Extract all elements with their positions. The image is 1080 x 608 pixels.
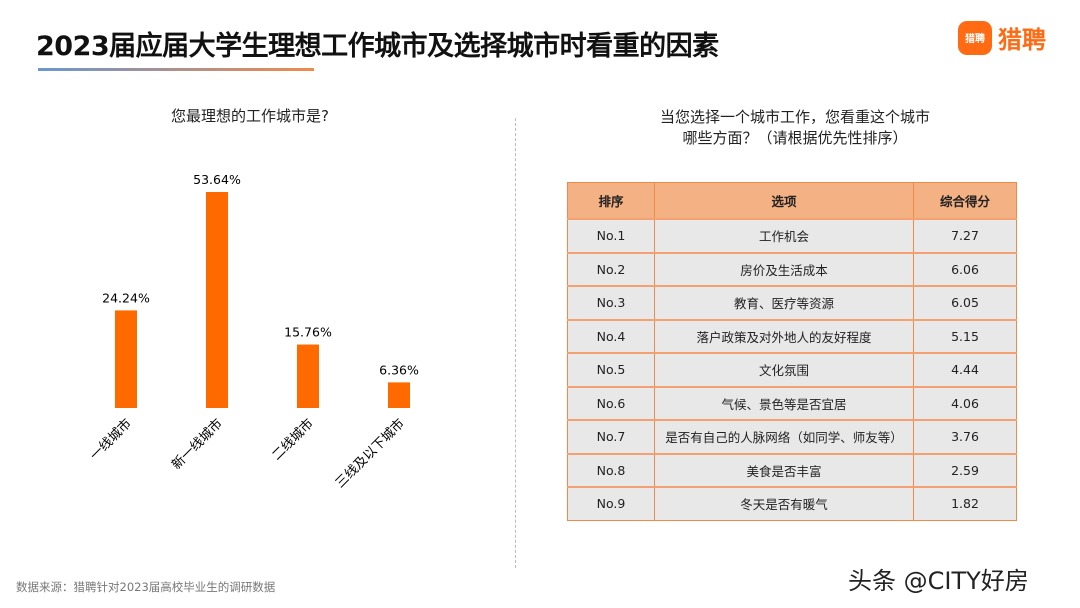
cell-score: 5.15 [913, 318, 1017, 354]
cell-score: 3.76 [913, 419, 1017, 454]
table-row: No.6 气候、景色等是否宜居 4.06 [567, 385, 1017, 421]
header-option: 选项 [654, 182, 914, 220]
title-underline [38, 68, 314, 71]
cell-score: 1.82 [913, 486, 1017, 521]
header-score: 综合得分 [913, 182, 1017, 220]
cell-score: 4.06 [913, 385, 1017, 421]
category-label: 三线及以下城市 [332, 416, 408, 492]
data-label: 53.64% [193, 172, 241, 187]
watermark: 头条 @CITY好房 [848, 567, 1029, 595]
question-line-1: 当您选择一个城市工作，您看重这个城市 [659, 108, 930, 126]
table-row: No.9 冬天是否有暖气 1.82 [567, 486, 1017, 521]
cell-score: 4.44 [913, 352, 1017, 387]
table-row: No.8 美食是否丰富 2.59 [567, 452, 1017, 488]
table-row: No.4 落户政策及对外地人的友好程度 5.15 [567, 318, 1017, 354]
category-label: 二线城市 [269, 416, 317, 464]
ranking-table: 排序 选项 综合得分 No.1 工作机会 7.27 No.2 房价及生活成本 6.06 No… [567, 182, 1017, 521]
question-line-2: 哪些方面？（请根据优先性排序） [682, 129, 908, 147]
data-source: 数据来源：猎聘针对2023届高校毕业生的调研数据 [16, 580, 276, 594]
cell-rank: No.4 [567, 318, 655, 354]
cell-option: 工作机会 [654, 218, 914, 253]
bar [297, 344, 319, 408]
cell-rank: No.6 [567, 385, 655, 421]
divider [515, 118, 516, 568]
table-row: No.1 工作机会 7.27 [567, 218, 1017, 253]
cell-rank: No.5 [567, 352, 655, 387]
cell-option: 落户政策及对外地人的友好程度 [654, 318, 914, 354]
cell-rank: No.1 [567, 218, 655, 253]
table-row: No.3 教育、医疗等资源 6.05 [567, 285, 1017, 320]
cell-rank: No.3 [567, 285, 655, 320]
table-row: No.7 是否有自己的人脉网络（如同学、师友等） 3.76 [567, 419, 1017, 454]
table-row: No.5 文化氛围 4.44 [567, 352, 1017, 387]
cell-rank: No.7 [567, 419, 655, 454]
category-label: 新一线城市 [169, 416, 226, 473]
cell-score: 6.06 [913, 251, 1017, 287]
cell-score: 2.59 [913, 452, 1017, 488]
category-label: 一线城市 [87, 416, 135, 464]
bar [206, 192, 228, 408]
data-label: 6.36% [379, 362, 419, 377]
cell-score: 7.27 [913, 218, 1017, 253]
liepin-logo: 猎聘 猎聘 [958, 20, 1046, 55]
cell-option: 气候、景色等是否宜居 [654, 385, 914, 421]
liepin-logo-icon: 猎聘 [958, 20, 992, 55]
page-title: 2023届应届大学生理想工作城市及选择城市时看重的因素 [36, 31, 719, 62]
cell-option: 房价及生活成本 [654, 251, 914, 287]
data-label: 24.24% [102, 290, 150, 305]
cell-rank: No.2 [567, 251, 655, 287]
cell-rank: No.8 [567, 452, 655, 488]
cell-option: 文化氛围 [654, 352, 914, 387]
bar [388, 382, 410, 408]
chart-title: 您最理想的工作城市是? [171, 107, 329, 125]
cell-option: 是否有自己的人脉网络（如同学、师友等） [654, 419, 914, 454]
cell-option: 教育、医疗等资源 [654, 285, 914, 320]
bar [115, 310, 137, 408]
data-label: 15.76% [284, 325, 332, 340]
logo-text: 猎聘 [998, 26, 1046, 54]
cell-option: 冬天是否有暖气 [654, 486, 914, 521]
cell-rank: No.9 [567, 486, 655, 521]
cell-option: 美食是否丰富 [654, 452, 914, 488]
cell-score: 6.05 [913, 285, 1017, 320]
header-rank: 排序 [567, 182, 655, 220]
table-row: No.2 房价及生活成本 6.06 [567, 251, 1017, 287]
table-question: 当您选择一个城市工作，您看重这个城市 哪些方面？（请根据优先性排序） [580, 107, 1010, 149]
bar-chart: 24.24% 一线城市 53.64% 新一线城市 15.76% 二线城市 6.36% 三线及以… [87, 172, 419, 492]
